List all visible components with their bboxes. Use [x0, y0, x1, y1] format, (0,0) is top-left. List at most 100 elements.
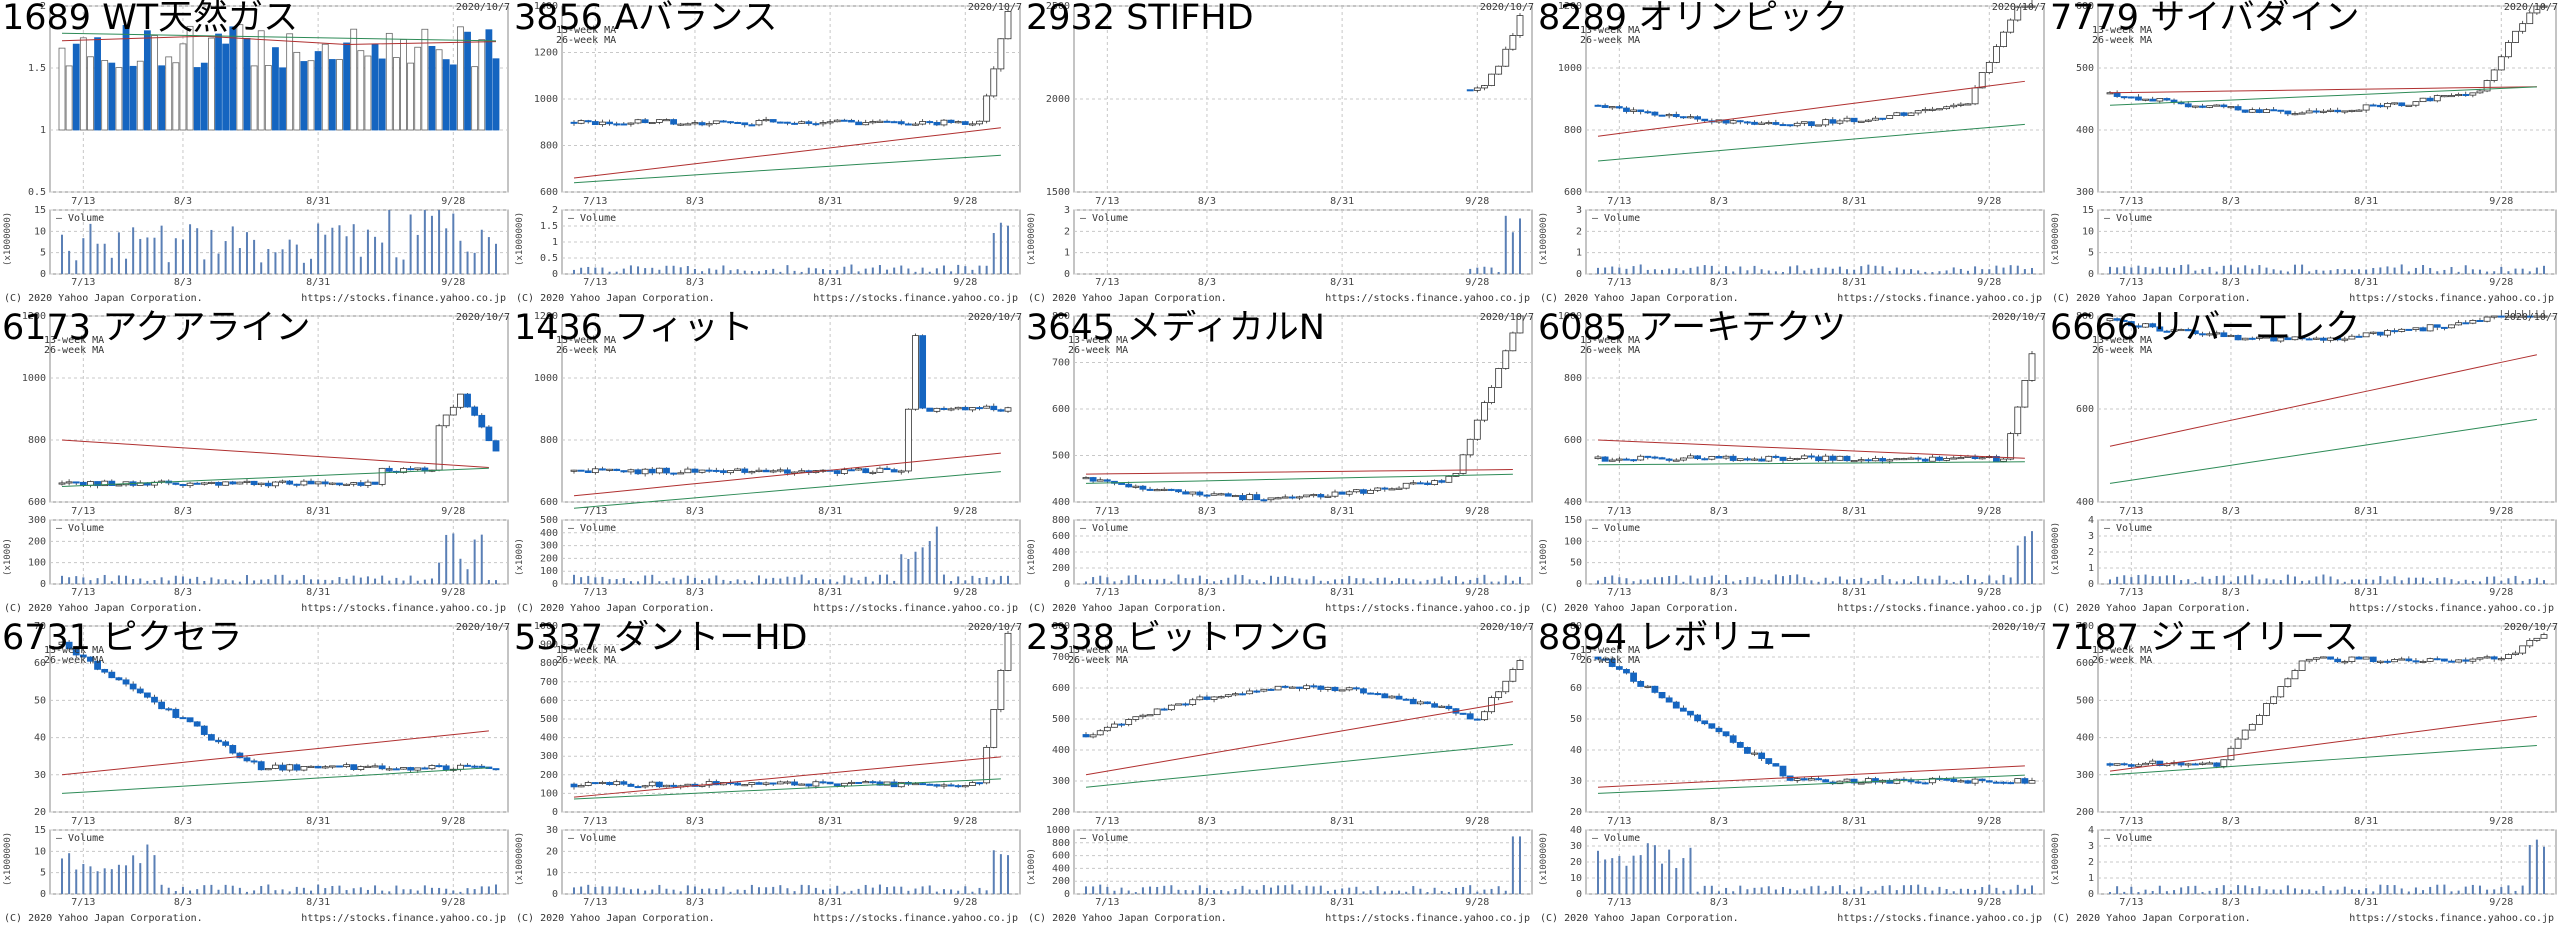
source-link[interactable]: https://stocks.finance.yahoo.co.jp	[1325, 603, 1530, 614]
volume-bar	[1305, 885, 1308, 894]
volume-bar	[1938, 271, 1941, 274]
volume-unit-label: (x1000000)	[3, 212, 13, 266]
x-tick-label: 7/13	[1095, 587, 1119, 598]
volume-bar	[103, 574, 106, 584]
copyright-text: (C) 2020 Yahoo Japan Corporation.	[4, 293, 203, 304]
candle-body	[2369, 656, 2377, 663]
volume-tick-label: 15	[34, 205, 46, 216]
candle-body	[2199, 762, 2206, 765]
volume-bar	[1312, 886, 1315, 894]
source-link[interactable]: https://stocks.finance.yahoo.co.jp	[301, 913, 506, 924]
volume-bar	[438, 210, 441, 274]
candle-body	[890, 121, 898, 124]
ma-legend: 13-week MA 26-week MA	[1068, 335, 1129, 356]
candle-body	[655, 467, 663, 474]
volume-bar	[736, 889, 739, 894]
candle-body	[1459, 454, 1467, 474]
volume-unit-label: (x1000000)	[2051, 522, 2061, 576]
candle-body	[919, 335, 927, 409]
source-link[interactable]: https://stocks.finance.yahoo.co.jp	[301, 293, 506, 304]
x-tick-label: 8/31	[818, 196, 842, 207]
volume-tick-label: 0	[2088, 889, 2094, 900]
volume-bar	[2201, 576, 2204, 584]
volume-bar	[253, 580, 256, 584]
volume-legend: — Volume	[2104, 213, 2153, 224]
candle-body	[2014, 6, 2022, 21]
candle-body	[1843, 117, 1851, 122]
volume-bar	[1924, 887, 1927, 894]
y-tick-label: 400	[2076, 733, 2094, 744]
candle-body	[222, 481, 230, 486]
volume-bar	[765, 887, 768, 894]
volume-bar	[267, 249, 270, 274]
volume-bar	[2286, 271, 2289, 274]
price-bar	[392, 57, 400, 131]
candle-body	[1808, 778, 1815, 781]
volume-bar	[978, 887, 981, 894]
candle-body	[627, 783, 635, 787]
source-link[interactable]: https://stocks.finance.yahoo.co.jp	[301, 603, 506, 614]
candle-body	[876, 781, 884, 786]
source-link[interactable]: https://stocks.finance.yahoo.co.jp	[1837, 913, 2042, 924]
volume-bar	[2130, 267, 2133, 274]
x-tick-label: 8/3	[1710, 816, 1728, 827]
volume-bar	[1846, 579, 1849, 584]
x-tick-label: 8/3	[2222, 816, 2240, 827]
candle-body	[1395, 695, 1403, 700]
source-link[interactable]: https://stocks.finance.yahoo.co.jp	[1325, 293, 1530, 304]
source-link[interactable]: https://stocks.finance.yahoo.co.jp	[813, 603, 1018, 614]
volume-unit-label: (x1000000)	[1539, 832, 1549, 886]
candle-body	[2256, 109, 2263, 113]
volume-bar	[786, 265, 789, 274]
x-tick-label: 8/31	[818, 506, 842, 517]
source-link[interactable]: https://stocks.finance.yahoo.co.jp	[1325, 913, 1530, 924]
volume-tick-label: 300	[28, 515, 46, 526]
volume-bar	[224, 579, 227, 584]
y-tick-label: 1.5	[28, 63, 46, 74]
volume-bar	[1483, 889, 1486, 894]
candle-body	[1352, 687, 1360, 690]
x-tick-label: 9/28	[441, 816, 465, 827]
volume-bar	[480, 229, 483, 274]
volume-bar	[1661, 577, 1664, 584]
candle-body	[2512, 315, 2519, 318]
candle-body	[577, 469, 585, 472]
candle-body	[2000, 781, 2007, 784]
candle-body	[705, 469, 713, 472]
volume-bar	[238, 581, 241, 584]
source-link[interactable]: https://stocks.finance.yahoo.co.jp	[2349, 913, 2554, 924]
x-tick-label: 8/31	[1330, 816, 1354, 827]
x-tick-label: 9/28	[1977, 196, 2001, 207]
candle-body	[1630, 672, 1637, 682]
source-link[interactable]: https://stocks.finance.yahoo.co.jp	[813, 293, 1018, 304]
volume-bar	[89, 223, 92, 274]
source-link[interactable]: https://stocks.finance.yahoo.co.jp	[2349, 293, 2554, 304]
volume-bar	[1888, 579, 1891, 584]
source-link[interactable]: https://stocks.finance.yahoo.co.jp	[1837, 603, 2042, 614]
volume-bar	[957, 576, 960, 584]
volume-bar	[1419, 888, 1422, 894]
candle-body	[1466, 713, 1474, 720]
candle-body	[250, 480, 258, 486]
ma13-line	[1597, 765, 2025, 788]
source-link[interactable]: https://stocks.finance.yahoo.co.jp	[813, 913, 1018, 924]
x-tick-label: 8/31	[306, 587, 330, 598]
x-tick-label: 7/13	[71, 897, 95, 908]
volume-bar	[1675, 867, 1678, 894]
volume-bar	[2031, 531, 2033, 584]
volume-bar	[601, 267, 604, 274]
candle-body	[720, 470, 727, 474]
source-link[interactable]: https://stocks.finance.yahoo.co.jp	[1837, 293, 2042, 304]
candle-body	[2376, 104, 2384, 108]
price-bar	[108, 62, 116, 131]
candle-body	[1793, 778, 1801, 781]
source-link[interactable]: https://stocks.finance.yahoo.co.jp	[2349, 603, 2554, 614]
stock-title: 3856 Aバランス	[514, 0, 778, 38]
volume-bar	[2031, 885, 2033, 894]
candle-body	[307, 765, 315, 768]
candle-body	[1388, 488, 1396, 491]
volume-unit-label: (x1000000)	[1539, 212, 1549, 266]
candle-body	[428, 765, 436, 770]
volume-bar	[1120, 580, 1123, 584]
